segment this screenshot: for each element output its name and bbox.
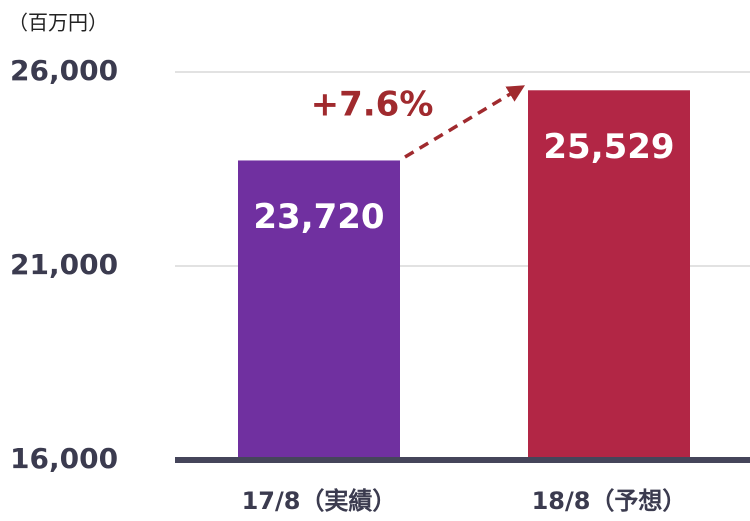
- unit-label: （百万円）: [8, 11, 108, 35]
- bar: [528, 90, 690, 460]
- value-label: 25,529: [543, 127, 674, 167]
- x-tick-label: 17/8（実績）: [242, 487, 397, 515]
- y-tick-label: 16,000: [10, 442, 118, 475]
- growth-annotation: +7.6%: [311, 85, 434, 125]
- y-tick-label: 21,000: [10, 248, 118, 281]
- growth-arrow: [404, 85, 526, 159]
- value-label: 23,720: [253, 197, 384, 237]
- bar: [238, 160, 400, 461]
- x-tick-label: 18/8（予想）: [532, 487, 687, 515]
- y-tick-label: 26,000: [10, 54, 118, 87]
